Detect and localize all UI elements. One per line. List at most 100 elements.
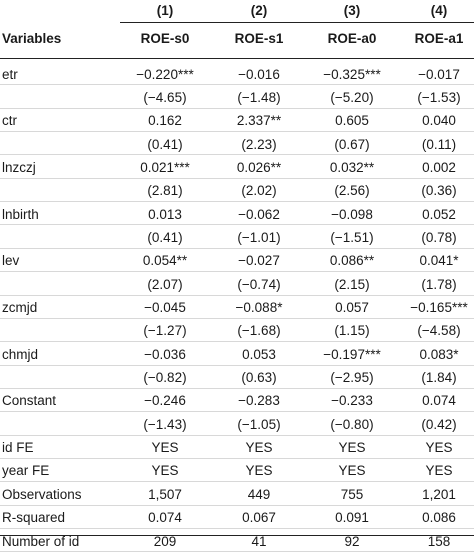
table-cell: −0.045: [144, 300, 186, 315]
table-cell: −0.233: [331, 393, 373, 409]
row-label: chmjd: [2, 346, 39, 362]
table-cell: 0.054**: [142, 253, 188, 269]
table-cell: −0.283: [238, 393, 280, 409]
row-label: R-squared: [2, 510, 66, 526]
table-cell: (−4.65): [143, 89, 187, 105]
table-cell: (0.36): [421, 183, 457, 199]
column-name: ROE-a0: [327, 31, 377, 46]
bottom-rule: [0, 535, 474, 536]
table-cell: (−1.01): [237, 229, 281, 245]
table-cell: YES: [151, 463, 179, 479]
table-cell: −0.220***: [136, 66, 194, 82]
row-label: Observations: [2, 486, 82, 502]
row-separator: [0, 387, 474, 389]
row-label: Constant: [2, 393, 57, 409]
row-separator: [0, 224, 474, 226]
row-separator: [0, 154, 474, 156]
table-cell: (−5.20): [330, 89, 374, 105]
table-row: (−0.82) (0.63) (−2.95) (1.84): [0, 366, 474, 390]
table-cell: (−4.58): [417, 323, 461, 339]
row-separator: [0, 317, 474, 319]
table-cell: (2.15): [334, 276, 370, 292]
table-cell: YES: [245, 463, 273, 479]
table-cell: 0.041*: [419, 253, 459, 269]
row-separator: [0, 481, 474, 483]
table-cell: (−0.82): [143, 370, 187, 386]
row-label: etr: [2, 66, 18, 82]
table-row: etr −0.220*** −0.016 −0.325*** −0.017: [0, 62, 474, 86]
table-cell: 755: [340, 486, 364, 502]
table-cell: (−1.05): [237, 416, 281, 432]
table-cell: 0.091: [335, 510, 369, 526]
table-cell: −0.246: [144, 393, 186, 409]
row-separator: [0, 201, 474, 203]
table-cell: (2.23): [241, 136, 277, 152]
table-cell: (−0.74): [237, 276, 281, 292]
table-cell: 0.086**: [329, 253, 375, 269]
table-row: (−4.65) (−1.48) (−5.20) (−1.53): [0, 85, 474, 109]
table-cell: (0.11): [421, 136, 457, 152]
table-cell: 0.083*: [419, 346, 459, 362]
column-number: (2): [250, 3, 268, 18]
table-cell: 0.057: [335, 300, 369, 315]
table-cell: (1.15): [334, 323, 370, 339]
row-separator: [0, 247, 474, 249]
table-row: chmjd −0.036 0.053 −0.197*** 0.083*: [0, 342, 474, 366]
table-cell: −0.062: [238, 206, 280, 222]
table-row: id FE YES YES YES YES: [0, 436, 474, 460]
table-cell: 1,201: [422, 486, 456, 502]
table-row: (−1.43) (−1.05) (−0.80) (0.42): [0, 412, 474, 436]
table-row: (2.81) (2.02) (2.56) (0.36): [0, 179, 474, 203]
row-separator: [0, 341, 474, 343]
row-separator: [0, 364, 474, 366]
table-cell: (1.84): [421, 370, 457, 386]
table-cell: −0.027: [238, 253, 280, 269]
row-label: ctr: [2, 113, 17, 129]
table-cell: (2.81): [147, 183, 183, 199]
table-cell: 0.002: [422, 159, 456, 175]
table-row: (0.41) (2.23) (0.67) (0.11): [0, 132, 474, 156]
column-name: ROE-s0: [140, 31, 190, 46]
table-cell: 449: [247, 486, 271, 502]
table-cell: −0.017: [418, 66, 460, 82]
row-label: lnzczj: [2, 159, 36, 175]
row-label: year FE: [2, 463, 50, 479]
table-row: (0.41) (−1.01) (−1.51) (0.78): [0, 225, 474, 249]
table-cell: YES: [338, 440, 366, 456]
table-cell: YES: [425, 463, 453, 479]
column-name-header: Variables ROE-s0 ROE-s1 ROE-a0 ROE-a1: [0, 22, 474, 59]
table-row: R-squared 0.074 0.067 0.091 0.086: [0, 506, 474, 530]
table-cell: (1.78): [421, 276, 457, 292]
table-cell: 0.053: [242, 346, 276, 362]
table-cell: (2.02): [241, 183, 277, 199]
table-cell: 0.032**: [329, 159, 375, 175]
table-cell: (−1.27): [143, 323, 187, 339]
row-label: zcmjd: [2, 300, 38, 315]
table-cell: (−1.51): [330, 229, 374, 245]
table-cell: (2.07): [147, 276, 183, 292]
row-separator: [0, 457, 474, 459]
row-separator: [0, 271, 474, 273]
table-row: (2.07) (−0.74) (2.15) (1.78): [0, 272, 474, 296]
table-cell: −0.088*: [235, 300, 283, 315]
column-name: ROE-s1: [234, 31, 284, 46]
row-separator: [0, 528, 474, 529]
table-cell: 0.040: [422, 113, 456, 129]
table-cell: (0.42): [421, 416, 457, 432]
column-number: (3): [343, 3, 361, 18]
variables-label: Variables: [2, 31, 62, 46]
column-number-header: (1) (2) (3) (4): [0, 0, 474, 22]
column-number: (1): [156, 3, 174, 18]
table-row: ctr 0.162 2.337** 0.605 0.040: [0, 109, 474, 133]
table-cell: 0.013: [148, 206, 182, 222]
table-cell: 0.026**: [236, 159, 282, 175]
table-cell: 0.074: [148, 510, 182, 526]
row-separator: [0, 434, 474, 436]
table-cell: −0.036: [144, 346, 186, 362]
table-cell: −0.016: [238, 66, 280, 82]
table-cell: (0.41): [147, 136, 183, 152]
table-cell: 2.337**: [236, 113, 282, 129]
table-cell: (−2.95): [330, 370, 374, 386]
table-cell: (0.78): [421, 229, 457, 245]
